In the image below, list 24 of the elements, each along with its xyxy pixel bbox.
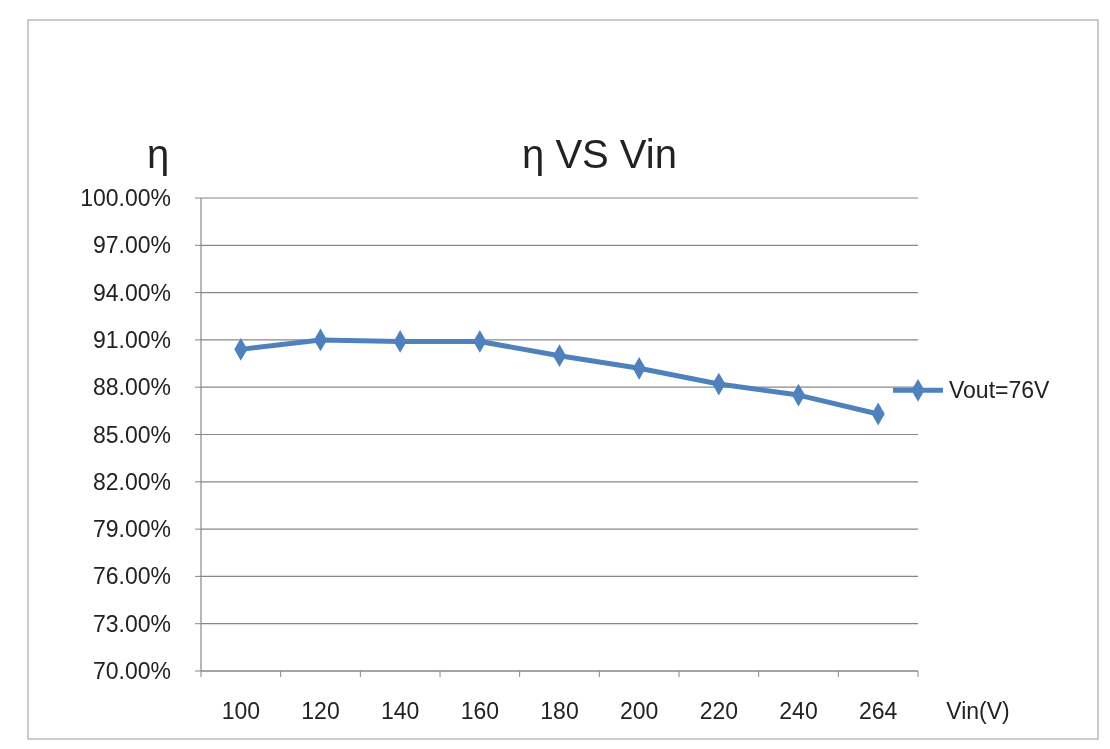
x-tick-label: 220 — [699, 698, 739, 724]
y-tick-label: 82.00% — [92, 468, 171, 495]
legend-label: Vout=76V — [949, 377, 1051, 404]
y-axis-title: η — [146, 132, 170, 176]
x-tick-label: 200 — [619, 698, 659, 724]
x-axis-title: Vin(V) — [946, 698, 1010, 724]
y-tick-label: 70.00% — [92, 658, 171, 685]
y-tick-label: 76.00% — [92, 563, 171, 590]
y-tick-label: 94.00% — [92, 279, 171, 306]
x-tick-label: 264 — [858, 698, 898, 724]
y-tick-label: 91.00% — [92, 326, 171, 353]
y-tick-label: 100.00% — [80, 185, 171, 212]
y-tick-label: 97.00% — [92, 232, 171, 259]
y-tick-label: 79.00% — [92, 516, 171, 543]
x-tick-label: 100 — [221, 698, 261, 724]
y-tick-label: 88.00% — [92, 374, 171, 401]
x-tick-label: 140 — [380, 698, 420, 724]
chart-title: η VS Vin — [522, 132, 677, 176]
y-tick-label: 85.00% — [92, 421, 171, 448]
x-tick-label: 120 — [301, 698, 340, 724]
x-tick-label: 240 — [779, 698, 818, 724]
x-tick-label: 180 — [540, 698, 579, 724]
y-tick-label: 73.00% — [92, 610, 171, 637]
x-tick-label: 160 — [460, 698, 500, 724]
